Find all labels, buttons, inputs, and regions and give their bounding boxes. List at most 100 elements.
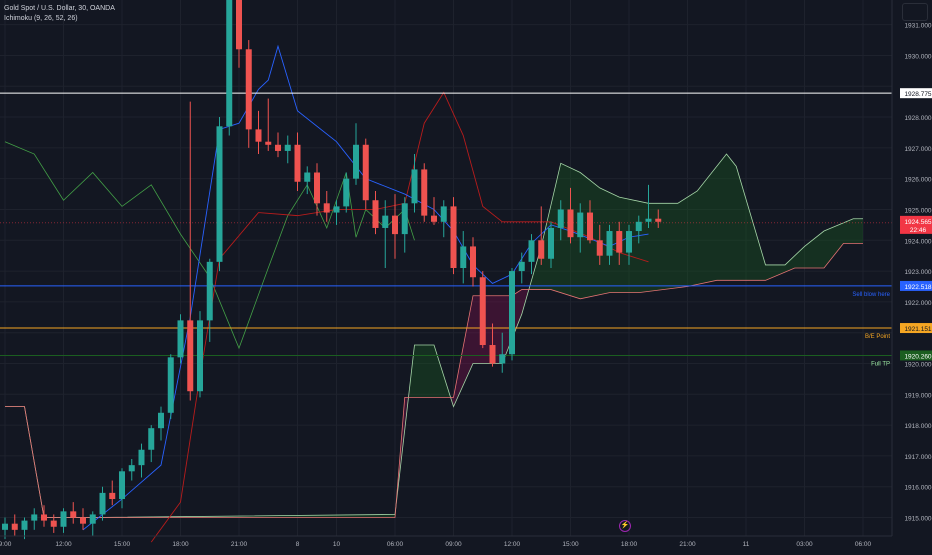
y-tick-label: 1915.000 bbox=[904, 516, 931, 523]
candle-bearish bbox=[362, 144, 369, 201]
candle-bearish bbox=[80, 517, 86, 524]
candle-bearish bbox=[538, 240, 545, 259]
x-tick-label: 10 bbox=[333, 541, 341, 548]
level-price-tag bbox=[900, 88, 932, 99]
candle-bullish bbox=[177, 320, 184, 358]
candle-bullish bbox=[2, 523, 8, 530]
symbol-title[interactable]: Gold Spot / U.S. Dollar, 30, OANDA bbox=[4, 5, 115, 12]
y-tick-label: 1924.000 bbox=[904, 238, 931, 245]
candle-bullish bbox=[382, 215, 389, 228]
x-tick-label: 11 bbox=[743, 541, 750, 548]
candle-bearish bbox=[431, 215, 437, 222]
candle-bearish bbox=[265, 141, 272, 145]
candle-bullish bbox=[460, 246, 467, 268]
candle-bearish bbox=[314, 172, 320, 204]
horizontal-levels[interactable]: 1928.775 Sell blow here 1922.518 B/E Point 1… bbox=[0, 88, 932, 367]
candle-bullish bbox=[167, 357, 174, 413]
y-tick-label: 1931.000 bbox=[904, 23, 931, 30]
candle-bullish bbox=[577, 212, 584, 238]
lightning-icon[interactable]: ⚡ bbox=[619, 520, 631, 532]
candle-bullish bbox=[148, 428, 155, 450]
y-tick-label: 1922.000 bbox=[904, 300, 931, 307]
candle-bearish bbox=[41, 514, 47, 521]
candle-bullish bbox=[31, 514, 38, 521]
candle-bullish bbox=[138, 449, 145, 466]
cloud-bullish bbox=[529, 154, 863, 299]
level-price-label: 1928.775 bbox=[904, 91, 931, 98]
cloud-bullish bbox=[409, 345, 452, 399]
candle-bearish bbox=[655, 218, 662, 222]
x-tick-label: 21:00 bbox=[231, 541, 248, 548]
x-tick-label: 15:00 bbox=[562, 541, 579, 548]
candle-bullish bbox=[645, 218, 652, 222]
candle-bullish bbox=[226, 0, 233, 127]
candle-bearish bbox=[587, 212, 593, 241]
y-tick-label: 1920.000 bbox=[904, 361, 931, 368]
candle-bullish bbox=[333, 206, 340, 213]
y-tick-label: 1923.000 bbox=[904, 269, 931, 276]
candle-bullish bbox=[411, 169, 418, 204]
x-tick-label: 06:00 bbox=[387, 541, 404, 548]
candle-bullish bbox=[626, 231, 632, 253]
level-note-label: Full TP bbox=[871, 361, 890, 367]
senkou-span-b-line bbox=[5, 242, 863, 518]
x-tick-label: 03:00 bbox=[796, 541, 813, 548]
x-tick-label: 09:00 bbox=[445, 541, 462, 548]
candle-bearish bbox=[479, 277, 486, 346]
candle-bearish bbox=[275, 144, 281, 151]
y-tick-label: 1925.000 bbox=[904, 207, 931, 214]
candle-bullish bbox=[499, 354, 506, 364]
candle-bullish bbox=[518, 261, 525, 272]
candle-bullish bbox=[284, 144, 291, 151]
candle-bearish bbox=[245, 49, 252, 130]
y-tick-label: 1927.000 bbox=[904, 146, 931, 153]
indicator-title[interactable]: Ichimoku (9, 26, 52, 26) bbox=[4, 15, 78, 22]
last-price-tag bbox=[900, 215, 932, 234]
candle-bullish bbox=[99, 492, 106, 515]
candle-bullish bbox=[21, 520, 28, 530]
candle-bearish bbox=[392, 215, 398, 235]
x-tick-label: 18:00 bbox=[621, 541, 638, 548]
chart-legend: Gold Spot / U.S. Dollar, 30, OANDA Ichim… bbox=[4, 4, 115, 24]
x-tick-label: 12:00 bbox=[504, 541, 521, 548]
candle-bearish bbox=[109, 492, 116, 500]
candles bbox=[2, 0, 662, 540]
candle-bullish bbox=[401, 203, 408, 235]
x-tick-label: 18:00 bbox=[172, 541, 189, 548]
y-tick-label: 1926.000 bbox=[904, 177, 931, 184]
candle-bearish bbox=[294, 144, 301, 182]
candle-bullish bbox=[158, 412, 164, 429]
candle-bullish bbox=[216, 126, 223, 262]
candle-bearish bbox=[596, 240, 603, 256]
chart-settings-button[interactable] bbox=[902, 3, 928, 21]
last-price-label: 1924.565 bbox=[904, 219, 931, 226]
candle-bearish bbox=[11, 523, 18, 530]
level-price-tag bbox=[900, 350, 932, 361]
grid bbox=[0, 0, 892, 536]
candle-bullish bbox=[119, 471, 125, 500]
candle-bearish bbox=[187, 320, 194, 392]
y-tick-label: 1928.000 bbox=[904, 115, 931, 122]
candle-bullish bbox=[557, 209, 564, 228]
level-price-tag bbox=[900, 280, 932, 291]
candle-bullish bbox=[353, 144, 359, 179]
candle-bullish bbox=[528, 240, 535, 262]
y-tick-label: 1930.000 bbox=[904, 53, 931, 60]
conversion-line bbox=[82, 44, 649, 531]
x-tick-label: 21:00 bbox=[679, 541, 696, 548]
level-price-label: 1922.518 bbox=[904, 284, 931, 291]
level-price-label: 1920.260 bbox=[904, 353, 931, 360]
y-tick-label: 1919.000 bbox=[904, 392, 931, 399]
candle-bullish bbox=[60, 511, 67, 527]
y-tick-label: 1917.000 bbox=[904, 454, 931, 461]
x-tick-label: 8 bbox=[296, 541, 300, 548]
candle-bullish bbox=[606, 231, 613, 256]
candle-bearish bbox=[255, 129, 262, 142]
candle-bullish bbox=[509, 271, 515, 355]
candle-bearish bbox=[50, 520, 57, 527]
level-price-tag bbox=[900, 323, 932, 334]
candle-bullish bbox=[128, 465, 135, 472]
